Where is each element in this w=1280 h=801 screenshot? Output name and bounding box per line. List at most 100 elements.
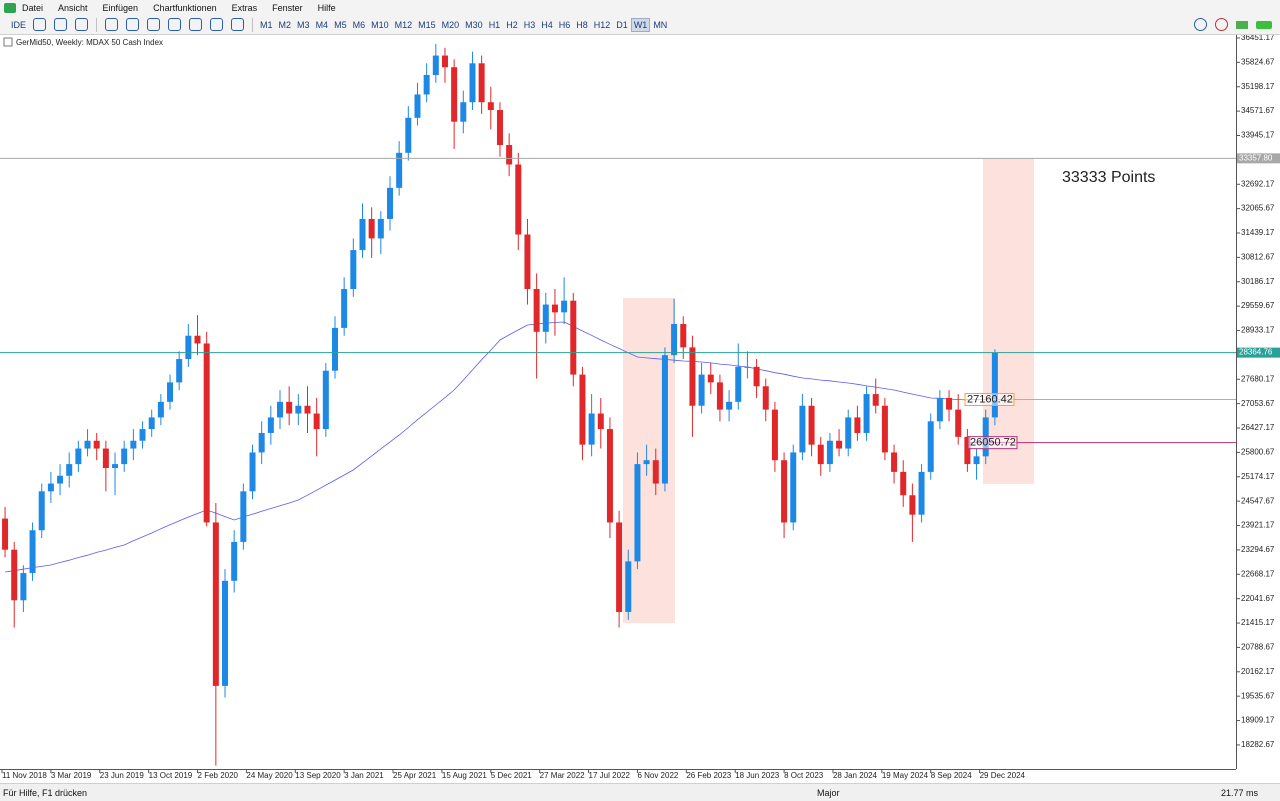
- candle-body: [506, 145, 513, 165]
- ide-button[interactable]: IDE: [11, 19, 27, 30]
- x-tick-label: 5 Dec 2021: [491, 771, 532, 780]
- x-tick-label: 17 Jul 2022: [589, 771, 631, 780]
- timeframe-button[interactable]: H6: [558, 19, 571, 30]
- candle-body: [936, 397, 943, 422]
- candle-body: [845, 417, 852, 449]
- menu-item[interactable]: Chartfunktionen: [153, 2, 217, 13]
- price-label-box: [1237, 347, 1280, 358]
- timeframe-button[interactable]: M12: [394, 19, 413, 30]
- candle-body: [176, 359, 183, 383]
- timeframe-button[interactable]: M2: [278, 19, 292, 30]
- y-tick-label: 30812.67: [1241, 252, 1275, 261]
- shape-tool[interactable]: [210, 18, 224, 31]
- candle-body: [836, 440, 843, 449]
- timeframe-button[interactable]: H1: [488, 19, 501, 30]
- tile[interactable]: [75, 18, 89, 31]
- timeframe-button[interactable]: H12: [593, 19, 611, 30]
- candle-body: [47, 483, 54, 492]
- candle-body: [2, 518, 9, 550]
- timeframe-button[interactable]: D1: [616, 19, 628, 30]
- y-tick-label: 22041.67: [1241, 594, 1275, 603]
- candle-body: [744, 366, 751, 368]
- x-tick-label: 29 Dec 2024: [980, 771, 1026, 780]
- crosshair[interactable]: [105, 18, 119, 31]
- candle-body: [872, 394, 879, 406]
- menu-item[interactable]: Einfügen: [102, 2, 139, 13]
- toolbar: IDE M1 M2 M3 M4 M5 M6 M10 M12 M15 M20 M30 H1 H2 H3 H4 H…: [0, 15, 1280, 35]
- connection: [1256, 20, 1272, 29]
- candle-body: [212, 522, 219, 686]
- candle-body: [625, 561, 632, 612]
- candle-body: [524, 234, 531, 290]
- candle-body: [918, 471, 925, 515]
- timeframe-button[interactable]: M20: [441, 19, 460, 30]
- y-tick-label: 19535.67: [1241, 691, 1275, 700]
- x-tick-label: 3 Mar 2019: [51, 771, 92, 780]
- candle-body: [112, 464, 119, 468]
- candle-body: [267, 417, 274, 433]
- candle-body: [222, 580, 229, 686]
- signal-level: [1236, 20, 1248, 29]
- search[interactable]: [1194, 18, 1207, 31]
- y-tick-label: 21415.17: [1241, 618, 1275, 627]
- x-tick-label: 24 May 2020: [246, 771, 293, 780]
- zoom-in[interactable]: [33, 18, 47, 31]
- timeframe-button[interactable]: H2: [506, 19, 518, 30]
- timeframe-button[interactable]: MN: [653, 19, 668, 30]
- menu-item[interactable]: Extras: [231, 2, 258, 13]
- timeframe-button[interactable]: M15: [418, 19, 436, 30]
- x-tick-label: 13 Oct 2019: [149, 771, 193, 780]
- zoom-out[interactable]: [54, 18, 68, 31]
- timeframe-button[interactable]: H3: [523, 19, 536, 30]
- candle-body: [313, 413, 320, 430]
- timeframe-button[interactable]: M3: [297, 19, 310, 30]
- candle-body: [423, 74, 430, 95]
- status-help: Für Hilfe, F1 drücken: [3, 788, 88, 798]
- timeframe-button[interactable]: M5: [334, 19, 347, 30]
- notifications[interactable]: [1215, 18, 1228, 31]
- timeframe-button[interactable]: M6: [352, 19, 366, 30]
- candle-body: [991, 352, 998, 418]
- menu-item[interactable]: Datei: [22, 2, 44, 13]
- fibo-tool[interactable]: [231, 18, 245, 31]
- candle-body: [130, 440, 137, 449]
- timeframe-button[interactable]: M30: [465, 19, 483, 30]
- candle-body: [441, 55, 448, 68]
- y-tick-label: 25800.67: [1241, 448, 1275, 457]
- candle-body: [854, 417, 861, 433]
- candle-body: [826, 440, 833, 465]
- y-tick-label: 35198.17: [1241, 82, 1275, 91]
- line-tool[interactable]: [168, 18, 182, 31]
- separator: [252, 17, 254, 32]
- timeframe-button[interactable]: W1: [630, 17, 651, 32]
- candle-body: [359, 218, 366, 251]
- y-tick-label: 25174.17: [1241, 472, 1275, 481]
- timeframe-button[interactable]: M1: [260, 19, 273, 30]
- timeframe-button[interactable]: M4: [315, 19, 329, 30]
- candle-body: [93, 440, 100, 449]
- hline-tool[interactable]: [126, 18, 140, 31]
- price-label: 26050.72: [970, 437, 1016, 449]
- text-tool[interactable]: [189, 18, 203, 31]
- candle-body: [726, 401, 733, 410]
- candle-body: [414, 94, 421, 118]
- candle-body: [579, 374, 586, 445]
- annotation: 33333 Points: [1062, 169, 1155, 186]
- candle-body: [203, 343, 210, 523]
- timeframe-button[interactable]: M10: [371, 19, 389, 30]
- menu-item[interactable]: Fenster: [272, 2, 303, 13]
- candle-body: [808, 405, 815, 445]
- trend-tool[interactable]: [147, 18, 161, 31]
- menu-item[interactable]: Hilfe: [317, 2, 336, 13]
- timeframe-button[interactable]: H4: [541, 19, 553, 30]
- menu-item[interactable]: Ansicht: [58, 2, 88, 13]
- timeframe-button[interactable]: H8: [576, 19, 588, 30]
- y-tick-label: 28933.17: [1241, 326, 1275, 335]
- y-tick-label: 18282.67: [1241, 740, 1275, 749]
- y-tick-label: 31439.17: [1241, 228, 1275, 237]
- y-tick-label: 22668.17: [1241, 569, 1275, 578]
- candle-body: [66, 464, 73, 476]
- y-tick-label: 32692.17: [1241, 179, 1275, 188]
- candle-body: [295, 405, 302, 414]
